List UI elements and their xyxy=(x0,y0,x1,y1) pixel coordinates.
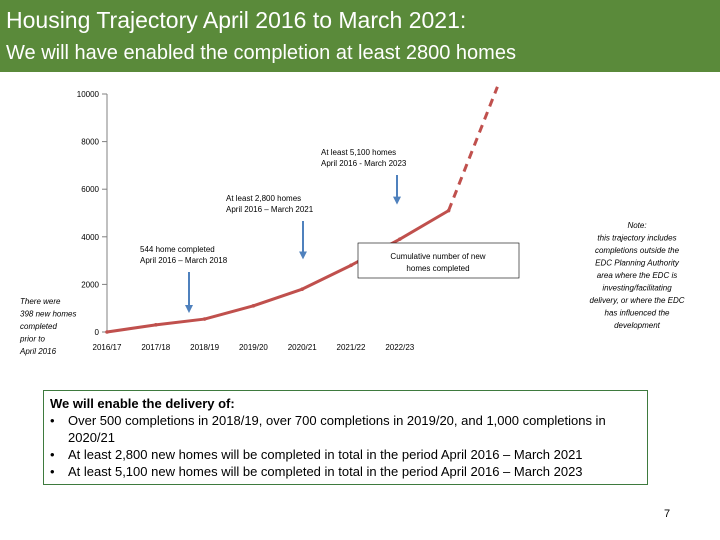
housing-trajectory-chart: 0 2000 4000 6000 8000 10000 2016/17 2017/18 2018… xyxy=(19,86,685,356)
delivery-summary-box: We will enable the delivery of: • Over 50… xyxy=(43,390,648,485)
series-label: Cumulative number of new homes completed xyxy=(390,252,485,273)
y-tick-label: 8000 xyxy=(81,138,99,147)
x-tick-label: 2021/22 xyxy=(337,343,366,352)
bullet-glyph: • xyxy=(50,413,55,428)
annotation-a5100: At least 5,100 homes April 2016 - March 2… xyxy=(321,148,407,168)
x-tick-label: 2020/21 xyxy=(288,343,317,352)
data-point xyxy=(251,304,256,308)
bullet-line: Over 500 completions in 2018/19, over 70… xyxy=(68,413,606,428)
delivery-bullet: • At least 5,100 new homes will be comple… xyxy=(50,463,641,480)
data-point xyxy=(154,323,158,327)
y-tick-label: 6000 xyxy=(81,185,99,194)
delivery-bullet: • At least 2,800 new homes will be comple… xyxy=(50,446,641,463)
bullet-line: 2020/21 xyxy=(68,430,115,445)
bullet-text: At least 5,100 new homes will be complet… xyxy=(68,463,641,480)
y-tick-label: 4000 xyxy=(81,233,99,242)
data-point xyxy=(398,237,402,241)
bullet-line: At least 2,800 new homes will be complet… xyxy=(68,447,583,462)
bullet-line: At least 5,100 new homes will be complet… xyxy=(68,464,583,479)
bullet-text: At least 2,800 new homes will be complet… xyxy=(68,446,641,463)
slide-title: Housing Trajectory April 2016 to March 2… xyxy=(6,7,467,33)
x-tick-label: 2017/18 xyxy=(141,343,170,352)
annotation-a2800: At least 2,800 homes April 2016 – March 2… xyxy=(226,194,314,214)
delivery-list: • Over 500 completions in 2018/19, over 7… xyxy=(50,412,641,480)
data-point xyxy=(202,317,207,321)
y-tick-label: 10000 xyxy=(77,90,100,99)
delivery-heading: We will enable the delivery of: xyxy=(50,396,235,411)
series-label-box xyxy=(357,242,520,279)
page-number: 7 xyxy=(664,508,671,520)
y-tick-label: 2000 xyxy=(81,280,99,289)
annotation-a544: 544 home completed April 2016 – March 201… xyxy=(140,245,228,265)
slide-subtitle: We will have enabled the completion at l… xyxy=(6,42,516,64)
delivery-bullet: • Over 500 completions in 2018/19, over 7… xyxy=(50,412,641,446)
projection-dashed-line xyxy=(447,86,499,212)
slide-header: Housing Trajectory April 2016 to March 2… xyxy=(0,0,720,72)
data-point xyxy=(105,330,109,334)
x-tick-label: 2019/20 xyxy=(239,343,268,352)
bullet-glyph: • xyxy=(50,464,55,479)
y-tick-label: 0 xyxy=(95,328,100,337)
data-point xyxy=(300,287,305,291)
x-tick-label: 2022/23 xyxy=(385,343,414,352)
x-tick-label: 2016/17 xyxy=(93,343,122,352)
x-tick-label: 2018/19 xyxy=(190,343,219,352)
side-note: Note: this trajectory includes completions… xyxy=(590,221,685,330)
bullet-glyph: • xyxy=(50,447,55,462)
data-point xyxy=(349,263,353,268)
bullet-text: Over 500 completions in 2018/19, over 70… xyxy=(68,412,641,446)
prior-completions-note: There were 398 new homes completed prior to… xyxy=(19,297,76,356)
